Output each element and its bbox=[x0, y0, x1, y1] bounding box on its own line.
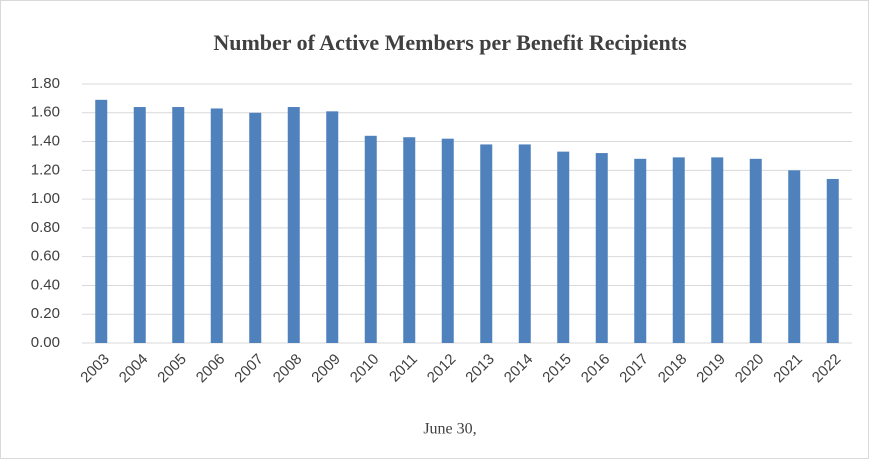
bar bbox=[788, 170, 801, 343]
bar bbox=[287, 107, 300, 344]
bar bbox=[595, 153, 608, 343]
bar bbox=[403, 137, 416, 343]
bar bbox=[133, 107, 146, 344]
bar bbox=[749, 158, 762, 343]
bar bbox=[826, 178, 839, 343]
bar bbox=[210, 108, 223, 343]
y-tick-label: 1.80 bbox=[31, 75, 60, 92]
bar bbox=[518, 144, 531, 343]
y-tick-label: 0.00 bbox=[31, 334, 60, 351]
bar bbox=[634, 158, 647, 343]
bar bbox=[364, 135, 377, 343]
bar bbox=[95, 99, 108, 343]
bar bbox=[480, 144, 493, 343]
y-tick-label: 1.60 bbox=[31, 104, 60, 121]
bar bbox=[672, 157, 685, 343]
bar bbox=[711, 157, 724, 343]
bar bbox=[441, 138, 454, 343]
y-tick-label: 1.20 bbox=[31, 161, 60, 178]
chart-title: Number of Active Members per Benefit Rec… bbox=[213, 30, 687, 55]
y-tick-label: 1.00 bbox=[31, 190, 60, 207]
bar bbox=[326, 111, 339, 343]
y-tick-label: 0.80 bbox=[31, 219, 60, 236]
bar bbox=[557, 151, 570, 343]
y-tick-label: 0.40 bbox=[31, 276, 60, 293]
y-tick-label: 0.60 bbox=[31, 248, 60, 265]
bar bbox=[249, 112, 262, 344]
y-tick-label: 1.40 bbox=[31, 133, 60, 150]
bar bbox=[172, 107, 185, 344]
y-tick-label: 0.20 bbox=[31, 305, 60, 322]
x-axis-label: June 30, bbox=[423, 421, 476, 438]
